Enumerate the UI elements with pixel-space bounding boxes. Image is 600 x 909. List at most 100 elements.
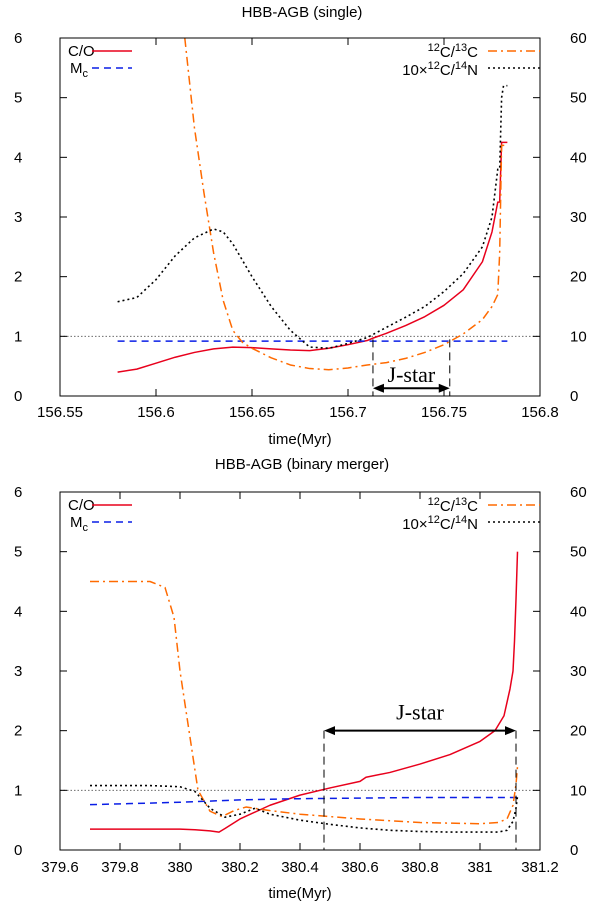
y-right-tick-label: 60 (570, 484, 587, 501)
x-tick-label: 380.4 (281, 859, 319, 876)
y-right-tick-label: 20 (570, 723, 587, 740)
y-right-tick-label: 40 (570, 603, 587, 620)
x-tick-label: 156.8 (521, 404, 559, 421)
legend-mid: C/ (440, 44, 456, 61)
legend-sup: 12 (428, 60, 440, 72)
series-group (89, 551, 519, 833)
jstar-arrowhead-left (372, 383, 384, 393)
legend-label-co: C/O (68, 43, 95, 60)
x-tick-label: 156.65 (229, 404, 275, 421)
y-left-tick-label: 5 (14, 544, 22, 561)
y-left-tick-label: 5 (14, 90, 22, 107)
y-right-tick-label: 40 (570, 149, 587, 166)
chart-panel-1: HBB-AGB (single)156.55 156.6 156.65 156.7 15… (14, 4, 587, 448)
legend-mid: C/ (440, 516, 456, 533)
y-left-tick-label: 6 (14, 30, 22, 47)
legend-end: C (467, 44, 478, 61)
y-right-tick-label: 10 (570, 328, 587, 345)
x-tick-label: 156.6 (137, 404, 175, 421)
plot-frame (59, 37, 541, 397)
series-line-co (117, 141, 508, 373)
y-right-tick-label: 20 (570, 269, 587, 286)
x-tick-label: 380.8 (401, 859, 439, 876)
y-left-tick-label: 6 (14, 484, 22, 501)
y-right-tick-label: 10 (570, 782, 587, 799)
y-left-tick-label: 1 (14, 782, 22, 799)
legend-sup: 14 (455, 60, 467, 72)
x-tick-label: 380 (167, 859, 192, 876)
legend-label-c12n14: 10×12C/14N (402, 60, 478, 79)
series-line-c12c13 (90, 580, 519, 825)
y-left-tick-label: 4 (14, 603, 22, 620)
series-line-co (90, 551, 519, 833)
legend-pre: 10× (402, 62, 427, 79)
legend-label-c12c13: 12C/13C (428, 496, 479, 515)
y-left-tick-label: 3 (14, 663, 22, 680)
y-right-tick-label: 30 (570, 209, 587, 226)
y-left-tick-label: 1 (14, 328, 22, 345)
plot-frame (59, 491, 541, 851)
legend-end: C (467, 498, 478, 515)
legend-pre: 10× (402, 516, 427, 533)
legend-left: C/OMc (68, 43, 132, 80)
y-right-tick-label: 0 (570, 842, 578, 859)
y-left-tick-label: 3 (14, 209, 22, 226)
jstar-arrowhead-right (505, 726, 516, 736)
jstar-arrowhead-right (438, 383, 450, 393)
x-tick-label: 156.7 (329, 404, 367, 421)
legend-mc-base: M (70, 514, 83, 531)
legend-sup: 12 (428, 496, 440, 508)
series-line-c12c13 (184, 38, 508, 371)
legend-left: C/OMc (68, 497, 132, 534)
legend-sup: 14 (455, 514, 467, 526)
jstar-arrowhead-left (324, 726, 335, 736)
jstar-label: J-star (388, 362, 436, 387)
legend-label-co: C/O (68, 497, 95, 514)
chart-title: HBB-AGB (binary merger) (215, 456, 389, 473)
legend-mc-base: M (70, 60, 83, 77)
y-left-tick-label: 2 (14, 723, 22, 740)
y-left-tick-label: 2 (14, 269, 22, 286)
y-left-tick-label: 0 (14, 388, 22, 405)
y-right-tick-label: 60 (570, 30, 587, 47)
legend-end: N (467, 516, 478, 533)
legend-end: N (467, 62, 478, 79)
legend-sup: 12 (428, 514, 440, 526)
legend-mid: C/ (440, 62, 456, 79)
legend-label-c12n14: 10×12C/14N (402, 514, 478, 533)
jstar-annotation: J-star (372, 339, 451, 396)
x-tick-label: 381 (467, 859, 492, 876)
x-tick-label: 156.75 (421, 404, 467, 421)
x-tick-label: 381.2 (521, 859, 559, 876)
series-line-c12n14 (117, 84, 508, 350)
x-axis-label: time(Myr) (268, 431, 331, 448)
series-line-c12n14 (90, 784, 519, 833)
x-axis-label: time(Myr) (268, 885, 331, 902)
legend-sup: 13 (455, 42, 467, 54)
legend-mc-sub: c (83, 522, 89, 534)
x-tick-label: 379.6 (41, 859, 79, 876)
x-tick-label: 379.8 (101, 859, 139, 876)
y-left-tick-label: 0 (14, 842, 22, 859)
jstar-label: J-star (396, 700, 444, 725)
x-tick-label: 380.2 (221, 859, 259, 876)
legend-mc-sub: c (83, 68, 89, 80)
legend-sup: 13 (455, 496, 467, 508)
legend-label-mc: Mc (70, 60, 89, 80)
jstar-annotation: J-star (323, 700, 517, 850)
y-right-tick-label: 50 (570, 90, 587, 107)
legend-mid: C/ (440, 498, 456, 515)
x-tick-label: 380.6 (341, 859, 379, 876)
y-right-tick-label: 0 (570, 388, 578, 405)
series-line-mc (89, 796, 518, 806)
chart-panel-2: HBB-AGB (binary merger) 379.6 379.8 380 380.… (14, 456, 587, 902)
series-group (117, 38, 508, 373)
y-right-tick-label: 50 (570, 544, 587, 561)
legend-label-c12c13: 12C/13C (428, 42, 479, 61)
chart-title: HBB-AGB (single) (242, 4, 363, 21)
x-tick-label: 156.55 (37, 404, 83, 421)
legend-sup: 12 (428, 42, 440, 54)
